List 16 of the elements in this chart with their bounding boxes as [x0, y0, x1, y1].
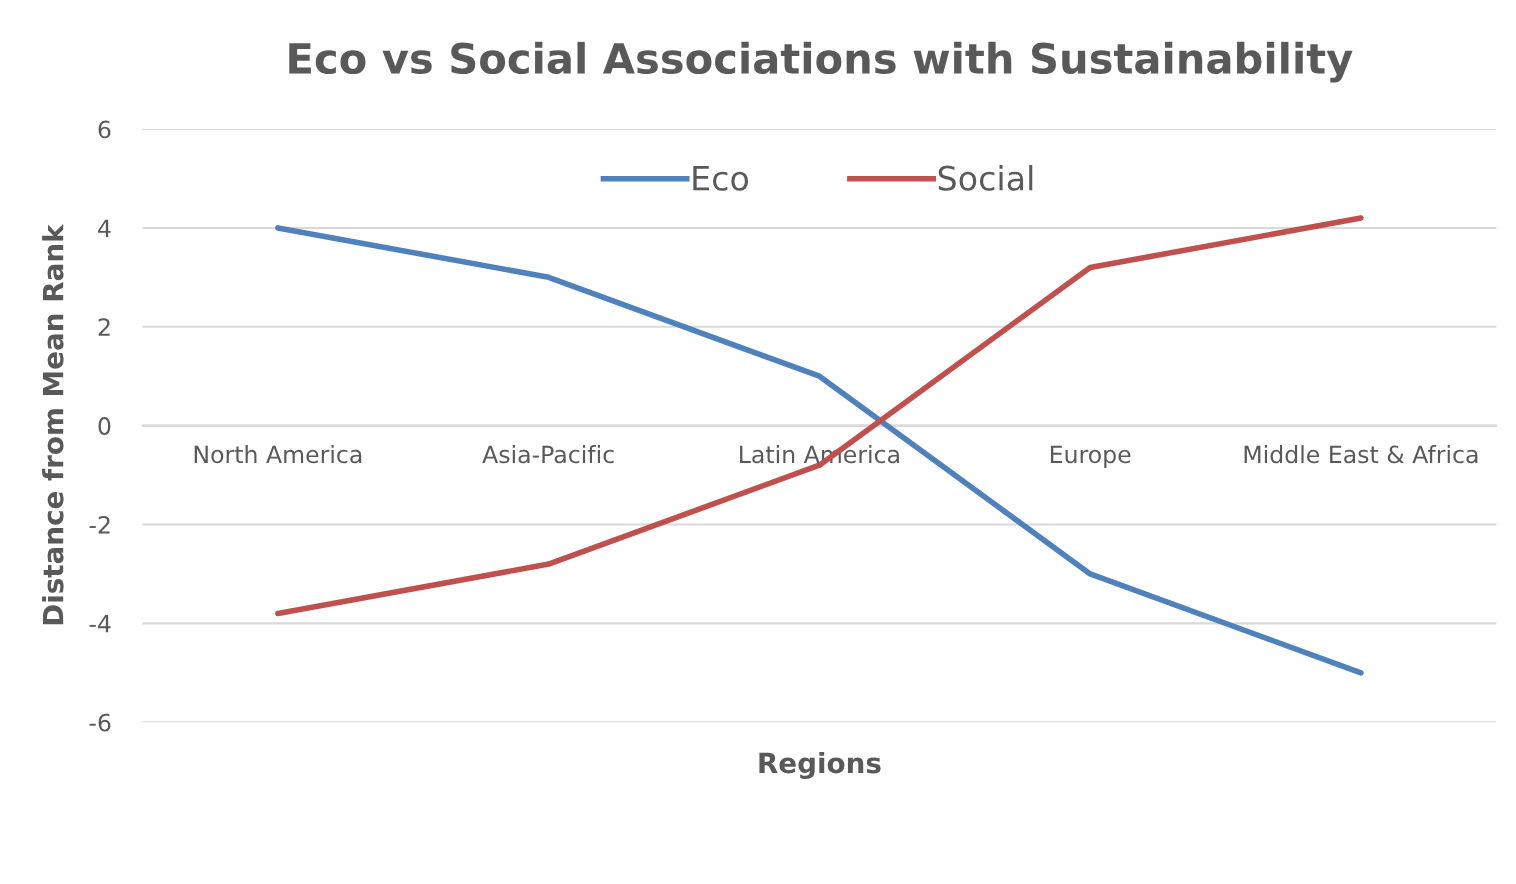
x-axis-title: Regions — [759, 751, 881, 779]
x-tick-label: North America — [194, 445, 362, 464]
chart-title: Eco vs Social Associations with Sustainability — [289, 41, 1353, 83]
y-tick-label: 2 — [98, 318, 110, 336]
y-tick-label: 4 — [98, 219, 111, 237]
y-tick-label: -4 — [89, 615, 111, 633]
y-tick-label: -2 — [89, 515, 110, 534]
x-tick-label: Asia-Pacific — [482, 445, 614, 464]
legend-label: Eco — [693, 166, 749, 191]
y-tick-label: 0 — [98, 417, 111, 435]
legend-label: Social — [938, 165, 1033, 191]
y-axis-title: Distance from Mean Rank — [42, 223, 64, 625]
x-tick-label: Middle East & Africa — [1244, 445, 1478, 464]
y-tick-label: 6 — [98, 120, 111, 139]
x-tick-label: Europe — [1050, 445, 1131, 468]
y-tick-label: -6 — [89, 713, 111, 732]
